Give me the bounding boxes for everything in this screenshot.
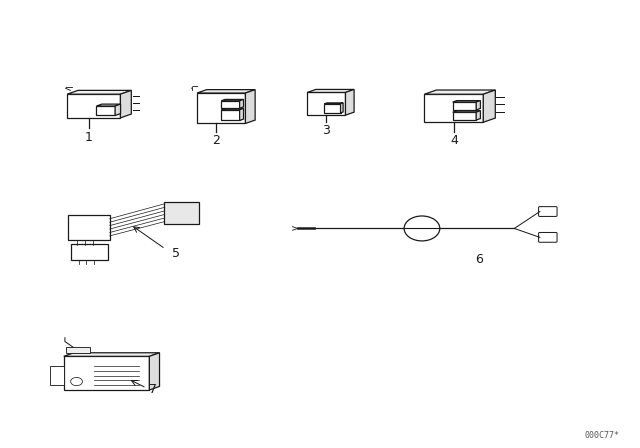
Polygon shape [424, 94, 483, 122]
Polygon shape [476, 111, 481, 120]
Polygon shape [307, 90, 354, 92]
FancyBboxPatch shape [539, 233, 557, 242]
Polygon shape [452, 101, 481, 102]
Polygon shape [452, 102, 476, 110]
Text: 6: 6 [476, 253, 483, 266]
FancyBboxPatch shape [539, 207, 557, 216]
Polygon shape [197, 93, 246, 124]
Text: 2: 2 [212, 134, 220, 147]
FancyBboxPatch shape [66, 347, 90, 353]
Text: 000C77*: 000C77* [584, 431, 620, 440]
Polygon shape [120, 90, 131, 118]
Polygon shape [452, 112, 476, 120]
Polygon shape [115, 104, 120, 116]
Polygon shape [346, 90, 354, 115]
Polygon shape [324, 103, 343, 104]
Polygon shape [149, 353, 159, 390]
Polygon shape [239, 108, 243, 121]
Polygon shape [476, 101, 481, 110]
Text: 3: 3 [323, 125, 330, 138]
Polygon shape [97, 106, 115, 116]
FancyBboxPatch shape [72, 244, 108, 260]
Polygon shape [340, 103, 343, 113]
Polygon shape [239, 99, 243, 108]
Text: 7: 7 [149, 383, 157, 396]
FancyBboxPatch shape [68, 215, 109, 240]
FancyBboxPatch shape [164, 202, 199, 224]
Text: 4: 4 [450, 134, 458, 147]
Polygon shape [64, 353, 159, 356]
Polygon shape [67, 90, 131, 94]
FancyBboxPatch shape [51, 366, 64, 385]
Polygon shape [324, 104, 340, 113]
Polygon shape [64, 356, 149, 390]
Polygon shape [97, 104, 120, 106]
Polygon shape [307, 92, 346, 115]
Polygon shape [221, 110, 239, 121]
Polygon shape [197, 90, 255, 93]
Polygon shape [483, 90, 495, 122]
Polygon shape [424, 90, 495, 94]
Text: 5: 5 [172, 247, 180, 260]
Polygon shape [221, 99, 243, 101]
Polygon shape [246, 90, 255, 124]
Text: 1: 1 [85, 130, 93, 143]
Polygon shape [221, 108, 243, 110]
Polygon shape [221, 101, 239, 108]
Polygon shape [452, 111, 481, 112]
Polygon shape [67, 94, 120, 118]
